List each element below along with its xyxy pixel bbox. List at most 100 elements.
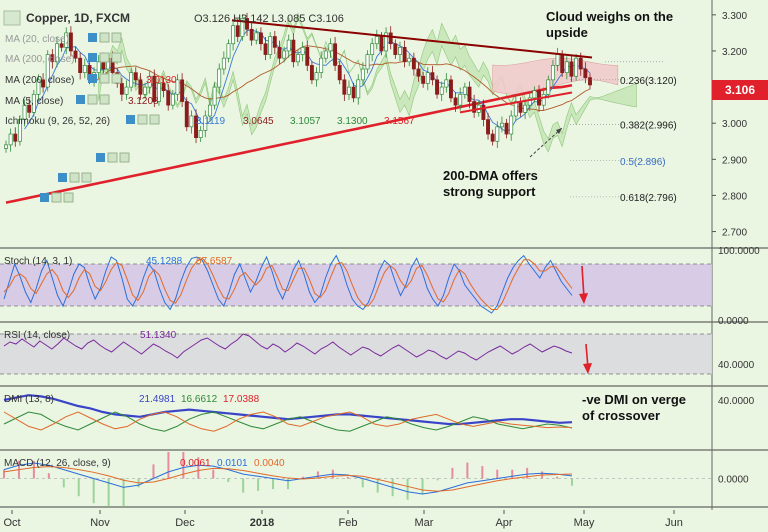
- settings-icon: [40, 193, 49, 202]
- candle-body: [231, 25, 236, 45]
- candle-body: [319, 57, 324, 73]
- candle-body: [574, 57, 579, 77]
- candle-body: [337, 65, 342, 81]
- candle-body: [166, 90, 171, 106]
- candle-body: [64, 32, 69, 48]
- candle-body: [59, 43, 64, 48]
- candle-body: [194, 115, 198, 138]
- candle-body: [305, 46, 310, 66]
- macd-histogram-bar: [92, 478, 95, 504]
- candle-body: [119, 83, 124, 95]
- candle-body: [101, 61, 106, 70]
- y-tick-label: 3.000: [722, 119, 747, 130]
- candle-body: [245, 18, 249, 30]
- candle-body: [45, 54, 50, 88]
- candle-body: [402, 46, 407, 63]
- candle-body: [546, 79, 551, 95]
- candle-body: [513, 101, 518, 117]
- candle-body: [189, 115, 194, 128]
- candle-body: [360, 68, 365, 81]
- candle-body: [425, 72, 430, 84]
- macd-series-macd: [3, 462, 573, 495]
- macd-histogram-bar: [212, 469, 215, 479]
- macd-histogram-bar: [421, 478, 424, 495]
- candle-body: [407, 57, 412, 63]
- candle-body: [384, 32, 389, 52]
- candle-body: [541, 93, 546, 106]
- candle-body: [235, 25, 240, 37]
- candle-body: [22, 104, 27, 120]
- resistance-trendline: [231, 19, 593, 59]
- candle-body: [356, 79, 361, 99]
- macd-histogram-bar: [526, 467, 529, 479]
- candle-body: [518, 101, 523, 113]
- candle-body: [175, 79, 180, 95]
- candle-body: [309, 65, 314, 81]
- macd-histogram-bar: [122, 478, 125, 507]
- candle-body: [13, 133, 18, 142]
- macd-histogram-bar: [62, 478, 65, 488]
- candle-body: [560, 54, 565, 73]
- stochastic-series-k: [3, 254, 573, 314]
- macd-histogram-bar: [436, 478, 439, 481]
- candle-body: [583, 68, 588, 79]
- candle-body: [268, 36, 273, 55]
- macd-histogram-bar: [406, 478, 409, 500]
- down-arrowhead-stoch: [579, 293, 588, 304]
- candle-body: [4, 144, 8, 149]
- candle-body: [272, 36, 277, 48]
- legend-ichimoku: Ichimoku (9, 26, 52, 26): [5, 116, 110, 127]
- candle-body: [226, 43, 231, 59]
- eye-icon: [99, 52, 110, 63]
- candle-body: [78, 57, 83, 73]
- y-tick-label: 3.200: [722, 47, 747, 58]
- legend-ma200b: MA (200, close): [5, 54, 74, 65]
- close-icon: [119, 152, 130, 163]
- rsi-y-tick: 40.0000: [718, 360, 755, 371]
- candle-body: [282, 50, 287, 59]
- y-tick-label: 2.900: [722, 155, 747, 166]
- candle-body: [333, 43, 338, 66]
- dmi-y-tick: 40.0000: [718, 396, 755, 407]
- ichimoku-value: 3.1567: [384, 116, 415, 127]
- x-tick-label: Mar: [415, 517, 434, 529]
- candle-body: [490, 133, 495, 142]
- candle-body: [217, 68, 222, 88]
- candle-body: [157, 83, 161, 102]
- candle-body: [398, 46, 402, 55]
- annotation-dmi: of crossover: [582, 408, 660, 423]
- candle-body: [564, 61, 569, 73]
- stoch-y-tick: 0.0000: [718, 316, 749, 327]
- candle-body: [291, 39, 296, 63]
- macd-histogram-bar: [3, 469, 5, 479]
- candle-body: [509, 115, 514, 135]
- macd-histogram-bar: [451, 467, 454, 479]
- candle-body: [365, 54, 370, 70]
- rsi-value: 51.1340: [140, 330, 177, 341]
- candle-body: [495, 126, 500, 142]
- candle-body: [277, 46, 282, 59]
- macd-value: 0.0101: [217, 458, 248, 469]
- candle-body: [129, 72, 134, 88]
- macd-histogram-bar: [496, 469, 499, 479]
- candle-body: [124, 86, 129, 95]
- eye-icon: [51, 192, 62, 203]
- candle-body: [532, 90, 537, 99]
- candle-body: [550, 65, 555, 81]
- candle-body: [221, 57, 226, 70]
- close-icon: [99, 94, 110, 105]
- annotation-200dma: 200-DMA offers: [443, 168, 538, 183]
- candle-body: [388, 32, 393, 45]
- settings-icon: [88, 53, 97, 62]
- candle-body: [472, 101, 477, 113]
- candle-body: [73, 50, 78, 59]
- annotation-dmi: -ve DMI on verge: [582, 392, 686, 407]
- x-axis-bg: [0, 510, 768, 532]
- candle-body: [421, 75, 426, 84]
- x-tick-label: Dec: [175, 517, 195, 529]
- macd-histogram-bar: [47, 473, 50, 479]
- close-icon: [149, 114, 160, 125]
- candle-body: [453, 97, 458, 106]
- candle-body: [41, 79, 46, 88]
